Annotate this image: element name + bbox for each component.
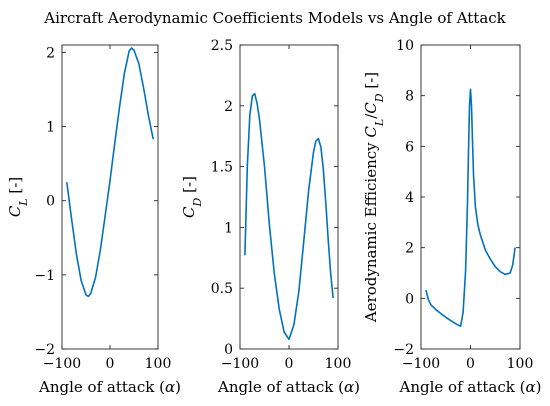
y-tick-label: −2 [393, 342, 414, 358]
y-tick-label: 0 [224, 342, 233, 358]
panel-aerodynamic-efficiency: −2 0 2 4 6 8 10 −100 0 100 Angle of attack (α) Aero… [362, 38, 541, 396]
series-line [66, 47, 154, 298]
x-tick-label: 100 [325, 356, 352, 372]
y-tick-label: 0.5 [211, 281, 233, 297]
x-tick-label: 100 [507, 356, 534, 372]
y-tick-label: −2 [34, 342, 55, 358]
axes-frame [239, 44, 339, 350]
y-tick-label: 0 [46, 194, 55, 210]
y-tick-label: −1 [34, 268, 55, 284]
series-line [244, 92, 334, 341]
x-tick-label: 100 [145, 356, 172, 372]
y-tick-label: 1 [224, 220, 233, 236]
y-axis-label: CD [-] [180, 176, 204, 218]
x-axis-label: Angle of attack (α) [399, 378, 542, 396]
x-tick-label: 0 [285, 356, 294, 372]
y-tick-label: 2 [224, 99, 233, 115]
y-tick-label: 0 [405, 291, 414, 307]
x-tick-label: −100 [221, 356, 259, 372]
x-tick-label: −100 [43, 356, 81, 372]
y-tick-label: 4 [405, 190, 414, 206]
x-axis-label: Angle of attack (α) [38, 378, 181, 396]
y-tick-label: 1.5 [211, 160, 233, 176]
y-tick-label: 2.5 [211, 38, 233, 54]
x-axis-label: Angle of attack (α) [217, 378, 360, 396]
y-axis-label: CL [-] [6, 177, 30, 217]
y-tick-label: 8 [405, 89, 414, 105]
y-tick-label: 1 [46, 120, 55, 136]
y-tick-label: 2 [405, 241, 414, 257]
figure-title: Aircraft Aerodynamic Coefficients Models… [43, 9, 506, 27]
y-axis-label: Aerodynamic Efficiency CL/CD [-] [362, 72, 386, 323]
x-tick-label: 0 [466, 356, 475, 372]
y-tick-label: 10 [396, 38, 414, 54]
x-tick-label: 0 [106, 356, 115, 372]
y-tick-label: 2 [46, 45, 55, 61]
x-tick-label: −100 [402, 356, 440, 372]
panel-lift-coefficient: −2 −1 0 1 2 −100 0 100 Angle of attack (α) CL [-] [6, 44, 181, 396]
y-tick-label: 6 [405, 139, 414, 155]
series-line [425, 88, 516, 327]
